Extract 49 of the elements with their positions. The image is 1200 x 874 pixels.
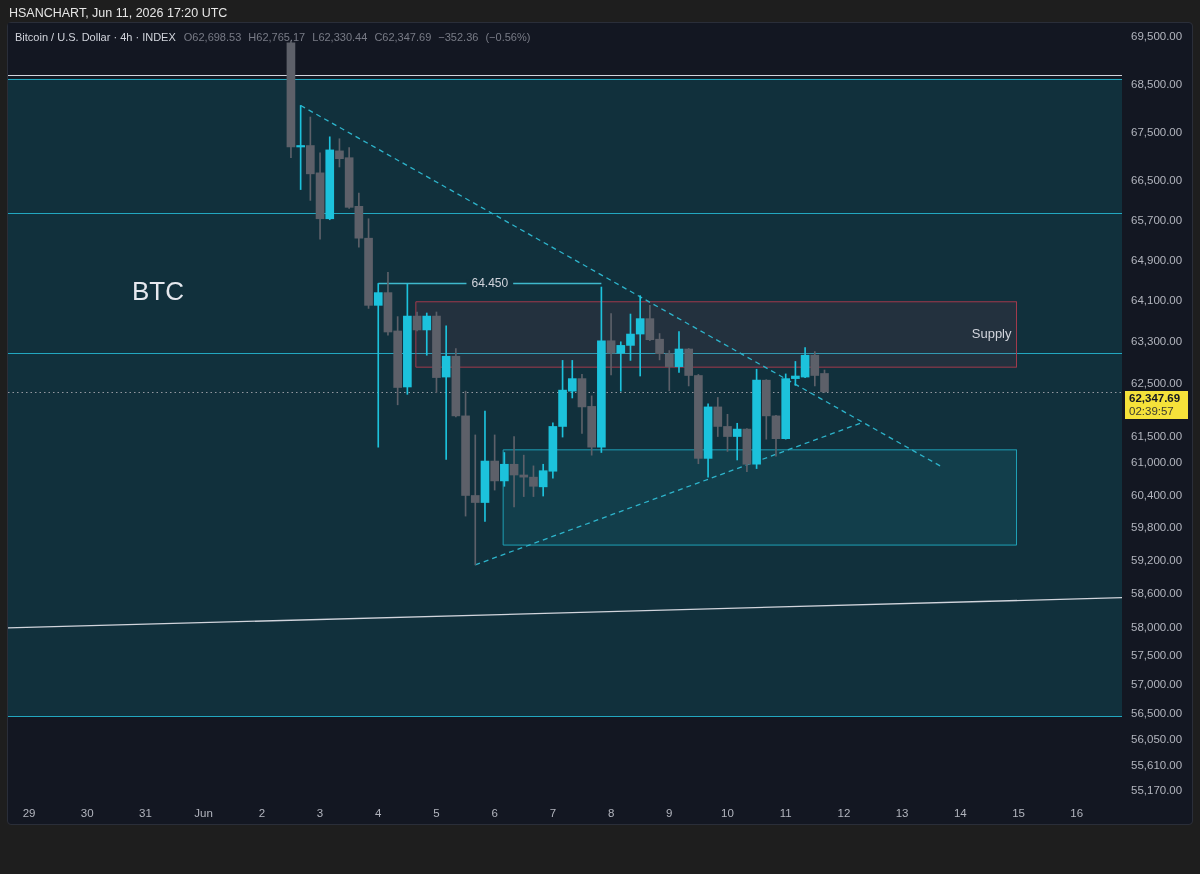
y-tick-label: 56,500.00 (1131, 706, 1183, 719)
y-tick-label: 64,900.00 (1131, 253, 1183, 266)
text: HSANCHART, Jun 11, 2026 17:20 UTC (9, 5, 228, 21)
series-label: Supply (971, 326, 1012, 342)
x-tick-label: 5 (433, 807, 440, 820)
x-tick-label: 10 (721, 807, 734, 820)
y-tick-label: 57,500.00 (1131, 649, 1183, 662)
text: O62,698.53 H62,765.17 L62,330.44 C62,347.69 −352.36 (−0.56%) (183, 31, 531, 43)
y-tick-label: 66,500.00 (1131, 174, 1183, 187)
y-tick-label: 56,050.00 (1131, 732, 1183, 745)
x-tick-label: 31 (139, 807, 152, 820)
x-tick-label: 29 (22, 807, 36, 820)
x-tick-label: 2 (258, 807, 266, 820)
text: Bitcoin / U.S. Dollar · 4h · INDEX (15, 31, 176, 43)
x-tick-label: 16 (1070, 807, 1084, 820)
x-tick-label: 9 (666, 807, 673, 820)
text: 02:39:57 (1129, 405, 1174, 418)
y-tick-label: 59,200.00 (1131, 554, 1183, 567)
ref-line-label: 62,347.69 (1129, 391, 1181, 404)
y-tick-label: 58,600.00 (1131, 587, 1183, 600)
y-tick-label: 61,500.00 (1131, 429, 1183, 442)
y-tick-label: 57,000.00 (1131, 677, 1183, 690)
y-tick-label: 55,610.00 (1131, 758, 1183, 771)
y-tick-label: 64,100.00 (1131, 294, 1183, 307)
x-tick-label: 4 (375, 807, 383, 820)
x-tick-label: 8 (607, 807, 615, 820)
x-tick-label: Jun (194, 807, 213, 820)
y-tick-label: 68,500.00 (1131, 77, 1183, 90)
x-tick-label: 30 (80, 807, 94, 820)
x-tick-label: 15 (1012, 807, 1025, 820)
x-tick-label: 7 (549, 807, 557, 820)
y-tick-label: 67,500.00 (1131, 125, 1183, 138)
y-tick-label: 62,500.00 (1131, 377, 1183, 390)
y-tick-label: 59,800.00 (1131, 521, 1183, 534)
x-tick-label: 3 (316, 807, 324, 820)
y-tick-label: 55,170.00 (1131, 784, 1183, 797)
annotation: 64.450 (471, 275, 509, 290)
x-tick-label: 11 (779, 807, 792, 820)
x-tick-label: 12 (837, 807, 851, 820)
x-tick-label: 13 (895, 807, 909, 820)
x-tick-label: 6 (491, 807, 498, 820)
y-tick-label: 65,700.00 (1131, 213, 1183, 226)
y-tick-label: 63,300.00 (1131, 335, 1183, 348)
x-tick-label: 14 (953, 807, 968, 820)
y-tick-label: 60,400.00 (1131, 488, 1183, 501)
y-tick-label: 69,500.00 (1131, 30, 1183, 43)
y-tick-label: 61,000.00 (1131, 456, 1183, 469)
annotation: BTC (132, 276, 184, 307)
y-tick-label: 58,000.00 (1131, 621, 1183, 634)
